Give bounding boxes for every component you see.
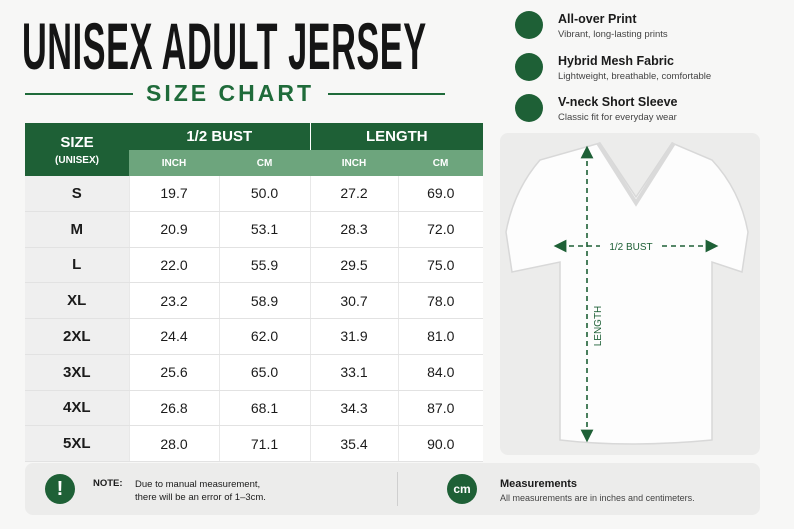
size-cell: 3XL xyxy=(25,354,129,391)
size-header-text: SIZE xyxy=(60,133,94,151)
feature-description: Lightweight, breathable, comfortable xyxy=(558,71,712,82)
note-line: there will be an error of 1–3cm. xyxy=(135,492,266,503)
divider xyxy=(25,93,133,95)
value-cell: 68.1 xyxy=(218,390,311,427)
value-cell: 58.9 xyxy=(218,282,311,319)
value-cell: 27.2 xyxy=(309,176,399,212)
subtitle: SIZE CHART xyxy=(146,80,314,106)
title: UNISEX ADULT JERSEY xyxy=(22,9,427,83)
feature-description: Vibrant, long-lasting prints xyxy=(558,29,668,40)
unit-header: CM xyxy=(398,150,484,176)
size-table: SIZE (UNISEX) 1/2 BUST LENGTH INCH CM INCH C… xyxy=(25,123,484,462)
table-row: 2XL 24.4 62.0 31.9 81.0 xyxy=(25,318,484,355)
value-cell: 53.1 xyxy=(218,211,311,248)
value-cell: 23.2 xyxy=(128,282,219,319)
size-cell: 4XL xyxy=(25,390,129,427)
footer-divider xyxy=(397,472,398,506)
divider xyxy=(328,93,445,95)
value-cell: 35.4 xyxy=(309,425,399,462)
value-cell: 69.0 xyxy=(397,176,484,212)
size-subheader: (UNISEX) xyxy=(55,154,99,166)
measure-title: Measurements xyxy=(500,478,578,490)
value-cell: 62.0 xyxy=(218,318,311,355)
note-label: NOTE: xyxy=(93,478,123,489)
value-cell: 28.0 xyxy=(128,425,219,462)
size-cell: 5XL xyxy=(25,425,129,462)
size-cell: M xyxy=(25,211,129,248)
value-cell: 25.6 xyxy=(128,354,219,391)
value-cell: 50.0 xyxy=(218,176,311,212)
value-cell: 75.0 xyxy=(397,247,484,284)
feature-title: All-over Print xyxy=(558,12,637,26)
feature-title: V-neck Short Sleeve xyxy=(558,95,678,109)
feature-title: Hybrid Mesh Fabric xyxy=(558,54,674,68)
feature-icon xyxy=(515,11,543,39)
value-cell: 90.0 xyxy=(397,425,484,462)
feature-description: Classic fit for everyday wear xyxy=(558,112,677,123)
shirt xyxy=(505,142,749,445)
size-cell: 2XL xyxy=(25,318,129,355)
unit-header: INCH xyxy=(129,150,219,176)
measure-text: All measurements are in inches and centi… xyxy=(500,493,695,503)
table-row: L 22.0 55.9 29.5 75.0 xyxy=(25,247,484,284)
value-cell: 65.0 xyxy=(218,354,311,391)
table-row: XL 23.2 58.9 30.7 78.0 xyxy=(25,282,484,319)
length-label: LENGTH xyxy=(593,306,604,347)
bust-label: 1/2 BUST xyxy=(609,242,652,253)
value-cell: 28.3 xyxy=(309,211,399,248)
feature-icon xyxy=(515,53,543,81)
note-line: Due to manual measurement, xyxy=(135,479,261,490)
size-cell: XL xyxy=(25,282,129,319)
note-icon: ! xyxy=(45,474,75,504)
value-cell: 33.1 xyxy=(309,354,399,391)
value-cell: 72.0 xyxy=(397,211,484,248)
collar xyxy=(596,141,676,207)
value-cell: 20.9 xyxy=(128,211,219,248)
measure-icon: cm xyxy=(447,474,477,504)
note-text: Due to manual measurement, there will be… xyxy=(135,478,266,504)
value-cell: 81.0 xyxy=(397,318,484,355)
unit-header: CM xyxy=(219,150,311,176)
value-cell: 55.9 xyxy=(218,247,311,284)
value-cell: 26.8 xyxy=(128,390,219,427)
footer xyxy=(25,463,760,515)
table-row: M 20.9 53.1 28.3 72.0 xyxy=(25,211,484,248)
table-row: 3XL 25.6 65.0 33.1 84.0 xyxy=(25,354,484,391)
feature-icon xyxy=(515,94,543,122)
group-header: LENGTH xyxy=(310,123,484,150)
value-cell: 34.3 xyxy=(309,390,399,427)
value-cell: 22.0 xyxy=(128,247,219,284)
size-header: SIZE (UNISEX) xyxy=(25,123,129,176)
unit-header: INCH xyxy=(310,150,399,176)
value-cell: 24.4 xyxy=(128,318,219,355)
value-cell: 30.7 xyxy=(309,282,399,319)
size-cell: S xyxy=(25,176,129,212)
value-cell: 71.1 xyxy=(218,425,311,462)
value-cell: 87.0 xyxy=(397,390,484,427)
value-cell: 29.5 xyxy=(309,247,399,284)
table-row: 5XL 28.0 71.1 35.4 90.0 xyxy=(25,425,484,462)
table-row: S 19.7 50.0 27.2 69.0 xyxy=(25,176,484,212)
value-cell: 78.0 xyxy=(397,282,484,319)
value-cell: 31.9 xyxy=(309,318,399,355)
value-cell: 19.7 xyxy=(128,176,219,212)
group-header: 1/2 BUST xyxy=(129,123,311,150)
size-cell: L xyxy=(25,247,129,284)
table-row: 4XL 26.8 68.1 34.3 87.0 xyxy=(25,390,484,427)
value-cell: 84.0 xyxy=(397,354,484,391)
